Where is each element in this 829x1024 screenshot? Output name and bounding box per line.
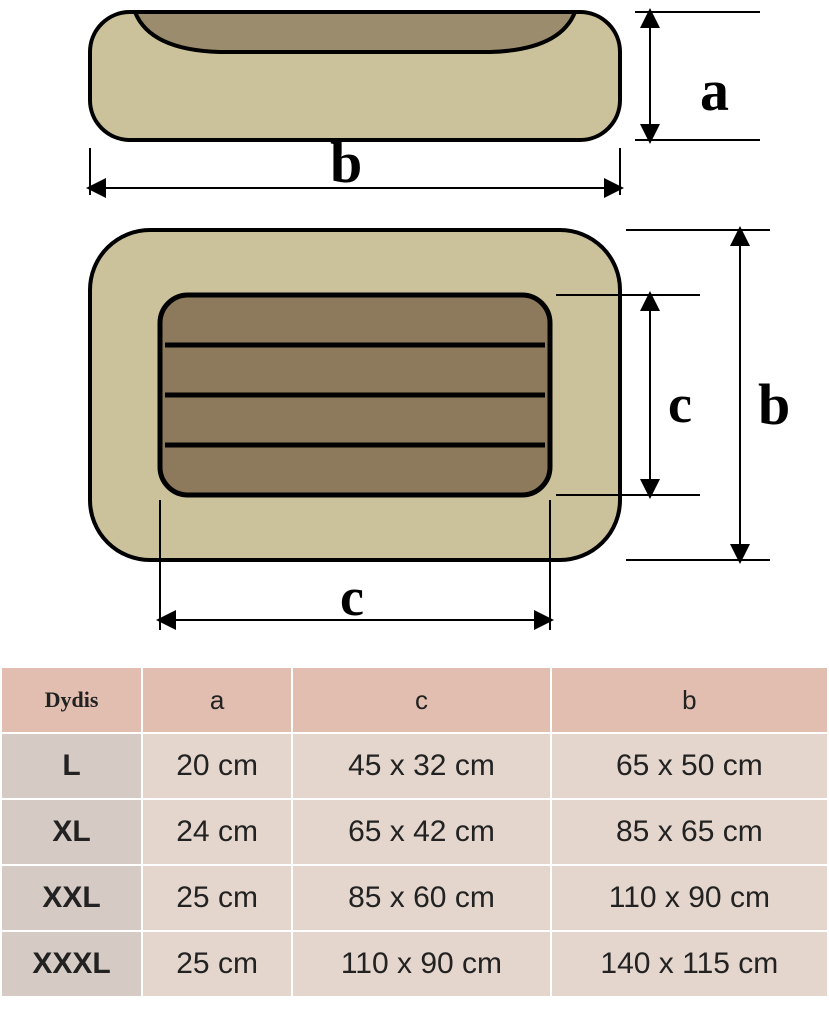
cell-b: 85 x 65 cm: [551, 799, 828, 865]
label-c-width: c: [340, 567, 364, 627]
hdr-a: a: [142, 667, 292, 733]
cell-a: 20 cm: [142, 733, 292, 799]
cell-size: XL: [1, 799, 142, 865]
cell-size: XXXL: [1, 931, 142, 997]
cell-c: 45 x 32 cm: [292, 733, 551, 799]
label-a: a: [700, 58, 729, 123]
side-view-diagram: a b: [0, 0, 829, 200]
table-row: XXL 25 cm 85 x 60 cm 110 x 90 cm: [1, 865, 828, 931]
side-recess: [135, 12, 575, 52]
cell-a: 25 cm: [142, 931, 292, 997]
cell-c: 110 x 90 cm: [292, 931, 551, 997]
label-b-height: b: [758, 372, 790, 437]
label-b-width: b: [330, 130, 362, 195]
table-row: XL 24 cm 65 x 42 cm 85 x 65 cm: [1, 799, 828, 865]
cell-b: 140 x 115 cm: [551, 931, 828, 997]
cell-size: L: [1, 733, 142, 799]
cell-size: XXL: [1, 865, 142, 931]
table-header-row: Dydis a c b: [1, 667, 828, 733]
label-c-height: c: [668, 374, 692, 434]
cell-b: 65 x 50 cm: [551, 733, 828, 799]
cell-a: 25 cm: [142, 865, 292, 931]
cell-a: 24 cm: [142, 799, 292, 865]
table-row: XXXL 25 cm 110 x 90 cm 140 x 115 cm: [1, 931, 828, 997]
size-table: Dydis a c b L 20 cm 45 x 32 cm 65 x 50 c…: [0, 666, 829, 998]
hdr-c: c: [292, 667, 551, 733]
table-row: L 20 cm 45 x 32 cm 65 x 50 cm: [1, 733, 828, 799]
cell-b: 110 x 90 cm: [551, 865, 828, 931]
hdr-dydis: Dydis: [1, 667, 142, 733]
cell-c: 65 x 42 cm: [292, 799, 551, 865]
top-view-diagram: c b c: [0, 200, 829, 660]
hdr-b: b: [551, 667, 828, 733]
cell-c: 85 x 60 cm: [292, 865, 551, 931]
